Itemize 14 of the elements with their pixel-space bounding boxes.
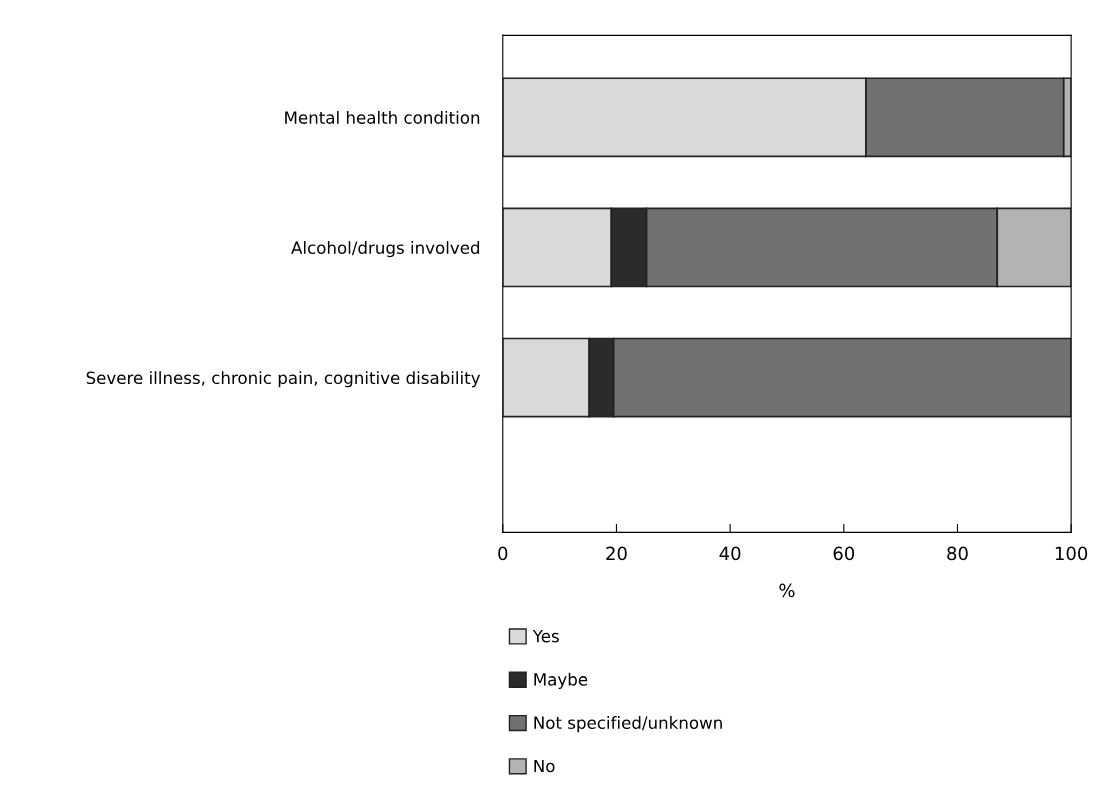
x-tick-label: 60: [833, 546, 855, 561]
x-tick-label: 40: [719, 546, 741, 561]
x-tick-label: 20: [606, 546, 627, 561]
legend-label: Maybe: [534, 672, 588, 689]
x-axis-title: %: [779, 583, 795, 598]
legend-label: No: [534, 759, 555, 773]
y-tick-label: Alcohol/drugs involved: [291, 241, 480, 258]
y-tick-label: Mental health condition: [285, 110, 480, 124]
x-tick-label: 80: [947, 546, 968, 561]
legend-label: Yes: [532, 630, 559, 643]
x-tick-label: 100: [1055, 546, 1088, 561]
legend-label: Not specified/unknown: [534, 716, 722, 733]
y-tick-label: Severe illness, chronic pain, cognitive disability: [86, 371, 481, 388]
x-tick-label: 0: [498, 546, 508, 561]
